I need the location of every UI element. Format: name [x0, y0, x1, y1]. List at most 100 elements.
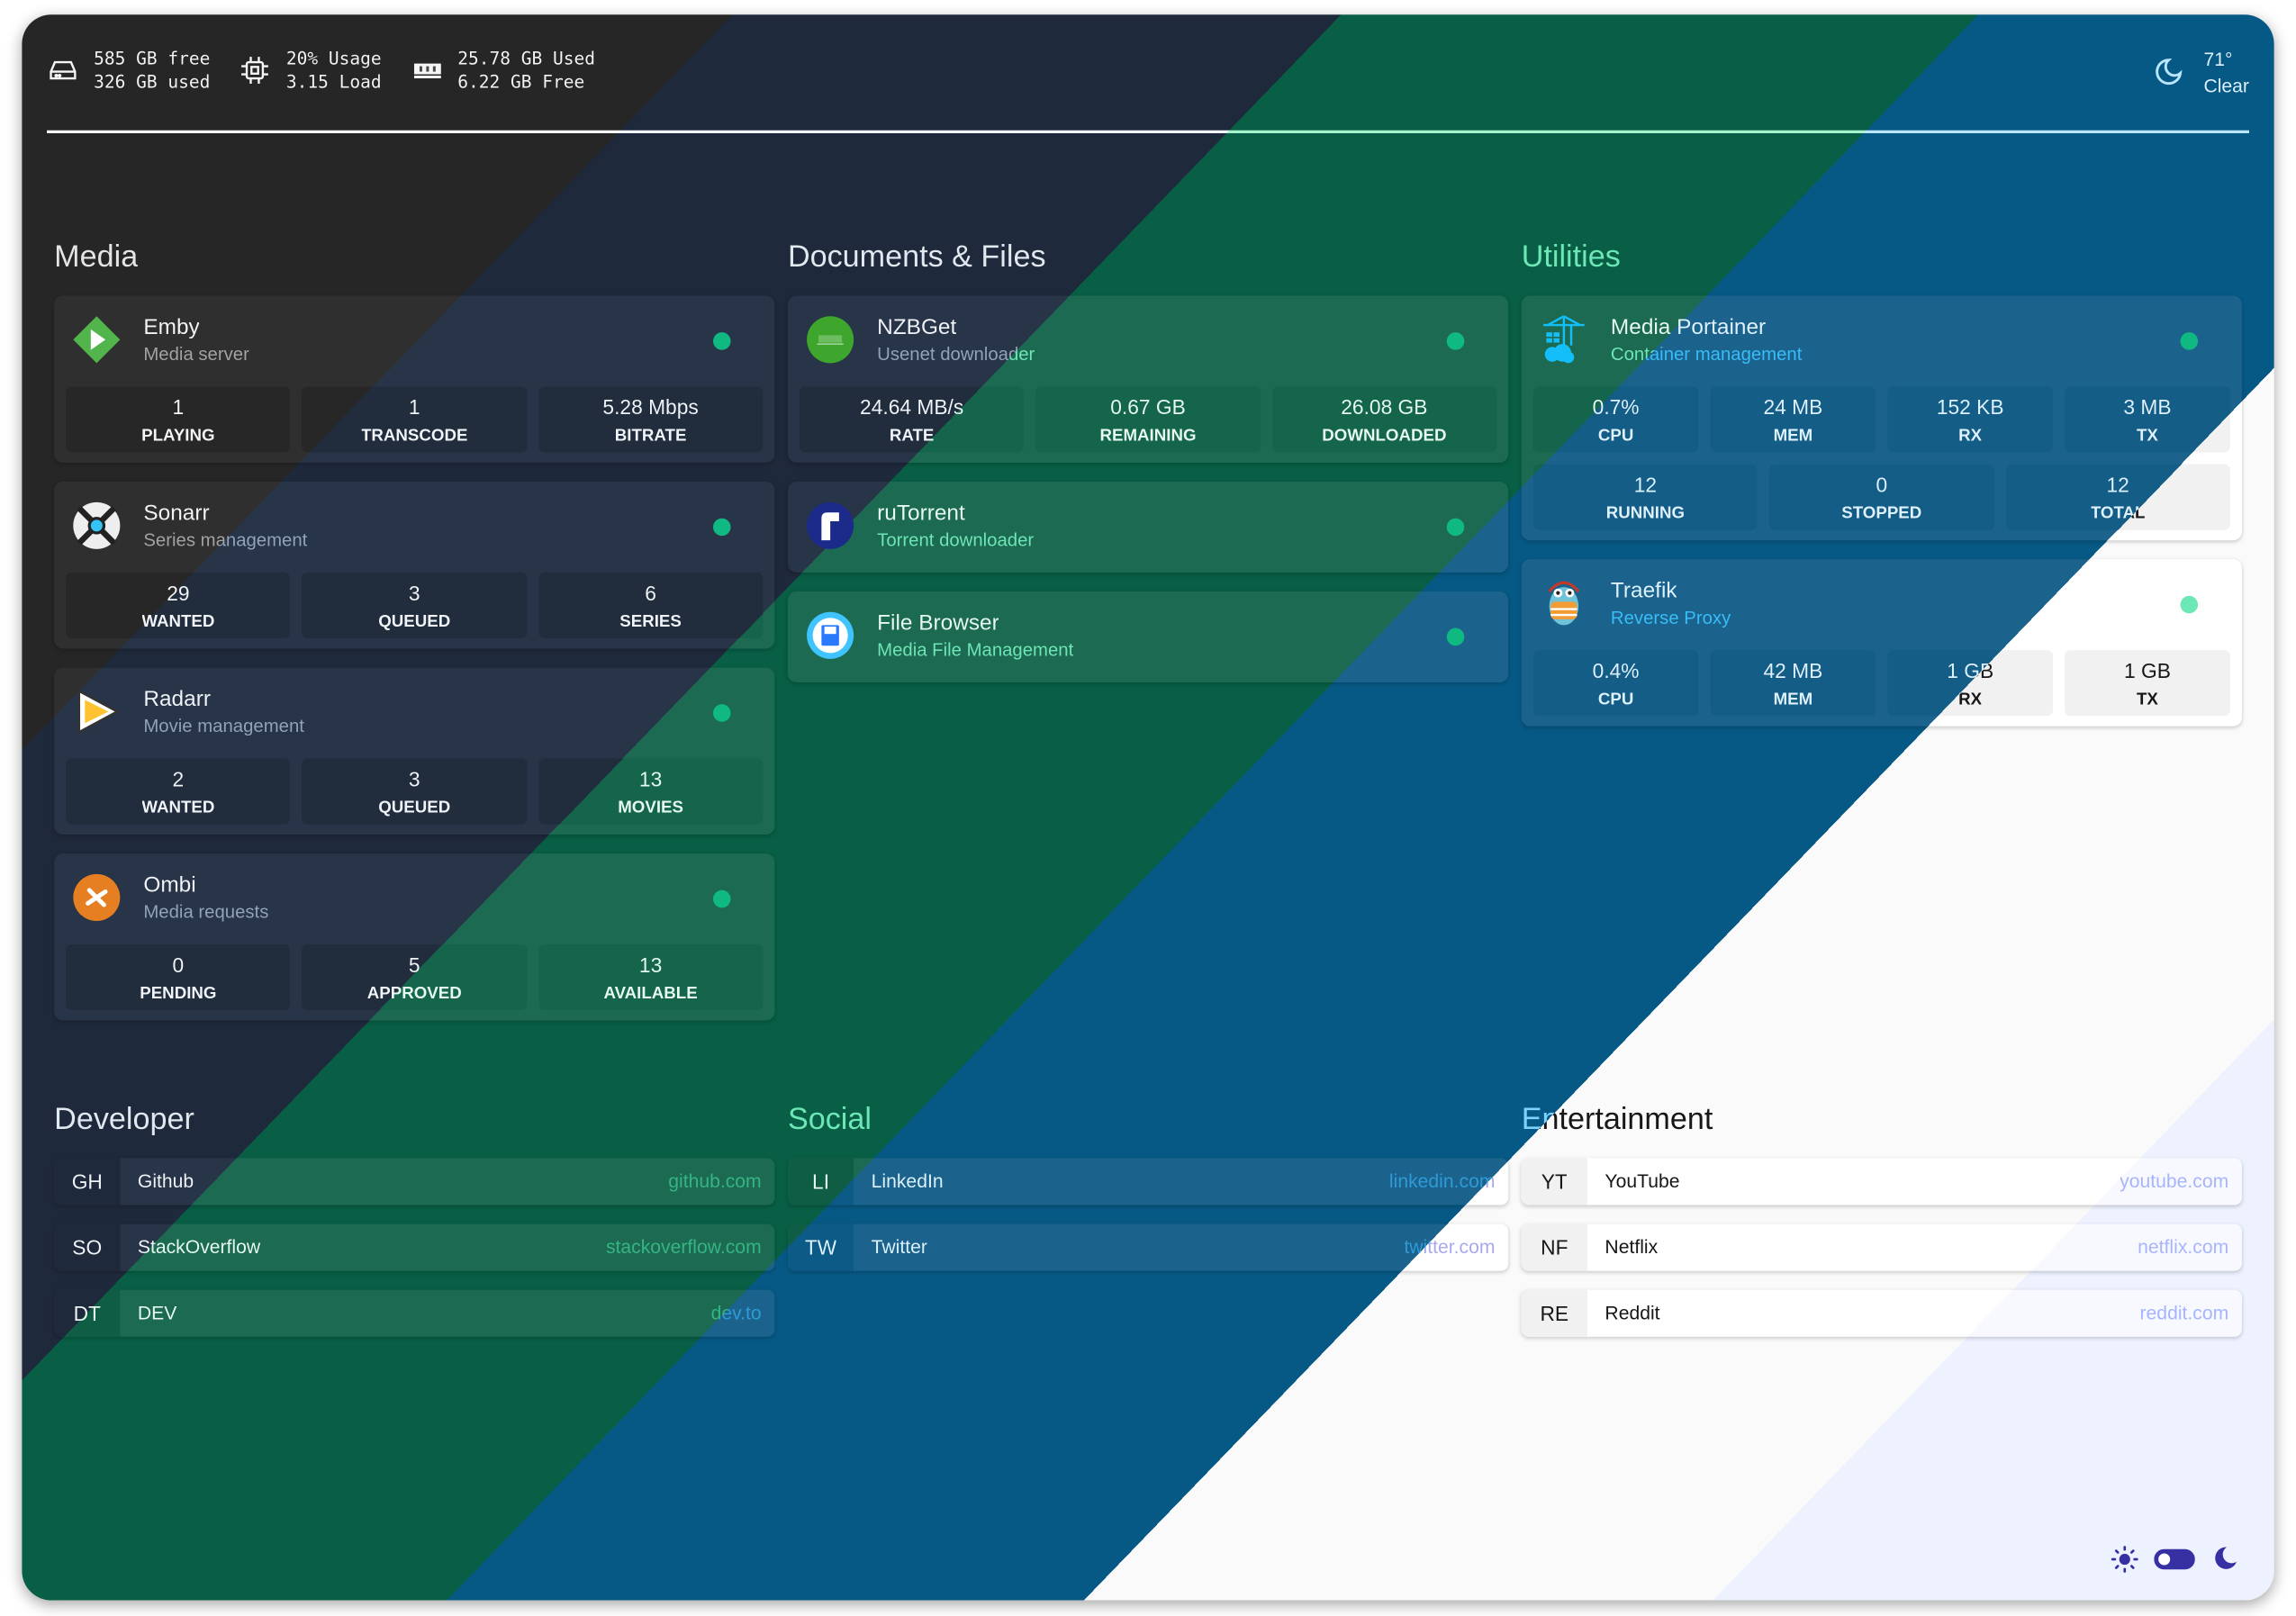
service-header[interactable]: ruTorrent Torrent downloader — [800, 482, 1496, 573]
stat-label: QUEUED — [378, 797, 450, 820]
bookmark-url: reddit.com — [2140, 1290, 2229, 1337]
stat-box: 0.4% CPU — [1532, 650, 1699, 717]
service-name[interactable]: Traefik — [1610, 578, 1677, 604]
stat-value: 0.4% — [1592, 658, 1640, 682]
service-card[interactable]: NZBGet Usenet downloader 24.64 MB/s RATE 0.6… — [787, 295, 1509, 463]
bookmark-link[interactable]: LI LinkedIn linkedin.com — [787, 1158, 1509, 1205]
service-header[interactable]: File Browser Media File Management — [800, 591, 1496, 682]
bookmark-abbreviation: DT — [74, 1290, 101, 1337]
service-name[interactable]: Ombi — [143, 872, 196, 898]
resource-text: 25.78 GB Used 6.22 GB Free — [457, 47, 595, 94]
service-group: Documents & Files NZBGet Usenet downloader… — [787, 239, 1509, 1040]
bookmark-name: Netflix — [1604, 1224, 1658, 1271]
bookmark-link[interactable]: NF Netflix netflix.com — [1521, 1223, 2242, 1271]
bookmark-name-cell: Reddit — [1587, 1290, 2140, 1337]
bookmark-url-cell: stackoverflow.com — [606, 1224, 774, 1271]
service-header[interactable]: Media Portainer Container management — [1533, 296, 2230, 387]
bookmark-name: LinkedIn — [872, 1158, 944, 1205]
service-name[interactable]: Media Portainer — [1610, 314, 1767, 340]
stat-value: 1 — [172, 395, 185, 420]
stat-label: REMAINING — [1099, 425, 1196, 448]
stat-value: 13 — [638, 767, 663, 791]
resource-line1: 20% Usage — [285, 48, 382, 69]
stat-value: 0 — [1876, 473, 1888, 497]
bookmark-url: stackoverflow.com — [606, 1224, 762, 1271]
sonarr-logo — [72, 501, 122, 550]
bookmark-link[interactable]: RE Reddit reddit.com — [1521, 1289, 2242, 1337]
stat-value: 5.28 Mbps — [602, 395, 699, 420]
service-card[interactable]: File Browser Media File Management — [787, 591, 1509, 682]
stat-value: 1 GB — [2124, 658, 2171, 682]
service-header[interactable]: Ombi Media requests — [66, 853, 763, 944]
stat-label: APPROVED — [367, 982, 462, 1006]
weather-temperature: 71° — [2203, 47, 2232, 73]
service-card[interactable]: Ombi Media requests 0 PENDING 5 APPROVED 13 AVA… — [54, 853, 775, 1021]
service-description: Container management — [1610, 344, 1803, 365]
bookmark-abbreviation: TW — [805, 1224, 836, 1271]
system-resources: 585 GB free 326 GB used 20% Usage 3.15 Load… — [47, 47, 595, 94]
ombi-logo — [72, 872, 122, 922]
service-name[interactable]: File Browser — [877, 610, 999, 636]
service-header[interactable]: Sonarr Series management — [66, 482, 763, 573]
service-card[interactable]: Emby Media server 1 PLAYING 1 TRANSCODE 5.28 M… — [54, 295, 775, 463]
stat-box: 5.28 Mbps BITRATE — [538, 386, 764, 453]
bookmark-abbreviation-cell: SO — [54, 1223, 121, 1271]
stat-box: 24.64 MB/s RATE — [799, 386, 1025, 453]
service-name[interactable]: Radarr — [143, 686, 211, 712]
cpu-icon — [241, 57, 269, 84]
service-card[interactable]: Sonarr Series management 29 WANTED 3 QUEUED 6 S… — [54, 482, 775, 649]
dashboard: 585 GB free 326 GB used 20% Usage 3.15 Load… — [22, 14, 2274, 1601]
service-header[interactable]: Radarr Movie management — [66, 668, 763, 759]
service-card[interactable]: Media Portainer Container management 0.7% C… — [1521, 295, 2242, 541]
bookmark-group-title: Social — [788, 1101, 872, 1139]
service-group-heading: Media — [54, 239, 774, 276]
service-name[interactable]: ruTorrent — [877, 501, 965, 526]
bookmark-url-cell: twitter.com — [1404, 1224, 1508, 1271]
bookmark-url: youtube.com — [2120, 1158, 2228, 1205]
stat-box: 1 GB TX — [2065, 650, 2230, 717]
stat-label: BITRATE — [615, 425, 687, 448]
bookmark-name-cell: DEV — [120, 1290, 710, 1337]
resource-line2: 6.22 GB Free — [457, 71, 585, 93]
service-group-title: Utilities — [1522, 239, 1621, 276]
service-name[interactable]: Emby — [143, 314, 200, 340]
bookmark-name: YouTube — [1604, 1158, 1679, 1205]
resource-text: 20% Usage 3.15 Load — [286, 47, 382, 94]
rutorrent-logo — [805, 501, 854, 550]
service-header[interactable]: Traefik Reverse Proxy — [1533, 559, 2230, 650]
bookmark-name-cell: LinkedIn — [854, 1158, 1389, 1205]
service-name[interactable]: Sonarr — [143, 501, 210, 526]
bookmark-link[interactable]: YT YouTube youtube.com — [1521, 1158, 2242, 1205]
moon-icon — [2156, 59, 2183, 86]
bookmark-abbreviation: LI — [812, 1158, 829, 1205]
bookmark-name-cell: Netflix — [1587, 1224, 2138, 1271]
bookmark-name-cell: Github — [120, 1158, 668, 1205]
status-indicator — [1446, 518, 1465, 537]
stat-label: WANTED — [141, 797, 214, 820]
stat-box: 0.67 GB REMAINING — [1035, 386, 1261, 453]
service-header[interactable]: Emby Media server — [66, 296, 763, 387]
status-indicator — [2180, 595, 2199, 614]
weather-widget[interactable]: 71° Clear — [2151, 47, 2249, 100]
bookmark-link[interactable]: DT DEV dev.to — [54, 1289, 775, 1337]
service-card[interactable]: Traefik Reverse Proxy 0.4% CPU 42 MB MEM 1 GB R… — [1521, 559, 2242, 727]
stat-label: QUEUED — [378, 610, 450, 634]
service-group: Utilities Media Portainer Container manage… — [1521, 239, 2242, 1040]
service-description: Torrent downloader — [877, 529, 1035, 551]
service-stats: 29 WANTED 3 QUEUED 6 SERIES — [66, 572, 764, 639]
traefik-logo — [1539, 578, 1588, 627]
stat-value: 1 — [408, 395, 420, 420]
bookmark-link[interactable]: SO StackOverflow stackoverflow.com — [54, 1223, 775, 1271]
bookmark-link[interactable]: GH Github github.com — [54, 1158, 775, 1205]
bookmark-name: StackOverflow — [138, 1224, 260, 1271]
bookmark-link[interactable]: TW Twitter twitter.com — [787, 1223, 1509, 1271]
theme-toggle[interactable] — [2110, 1545, 2238, 1575]
stat-value: 26.08 GB — [1341, 395, 1428, 420]
stat-label: RX — [1958, 688, 1982, 711]
stat-value: 12 — [1633, 473, 1658, 497]
service-header[interactable]: NZBGet Usenet downloader — [800, 296, 1496, 387]
stat-box: 12 TOTAL — [2005, 464, 2230, 530]
service-name[interactable]: NZBGet — [877, 314, 957, 340]
service-card[interactable]: ruTorrent Torrent downloader — [787, 482, 1509, 573]
service-card[interactable]: Radarr Movie management 2 WANTED 3 QUEUED 13 MO… — [54, 667, 775, 835]
